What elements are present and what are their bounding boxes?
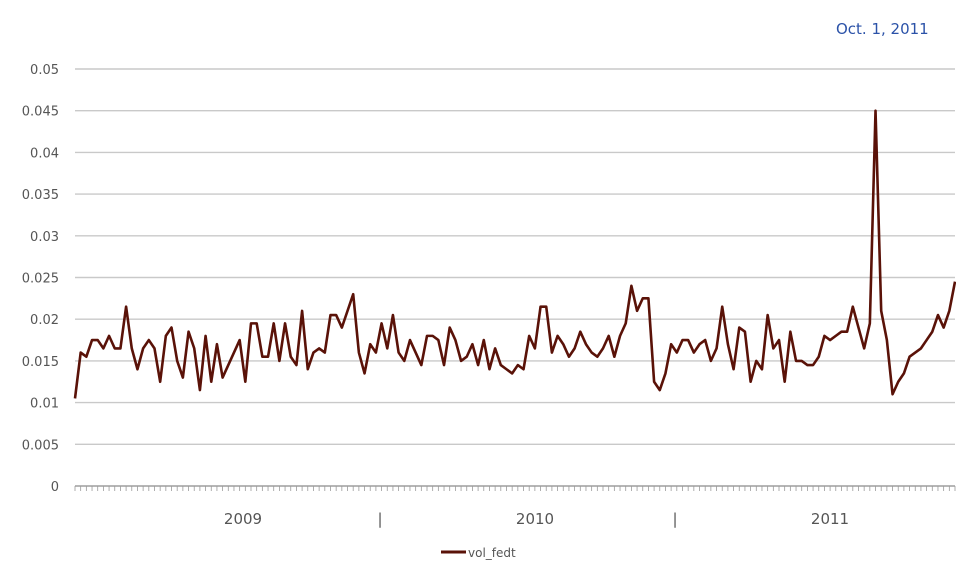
legend: vol_fedt bbox=[441, 546, 516, 560]
x-axis: 2009 2010 2011 | | bbox=[74, 485, 956, 528]
y-tick-label: 0.025 bbox=[22, 272, 59, 287]
annotation-layer: Oct. 1, 2011 bbox=[836, 20, 929, 38]
y-tick-label: 0.03 bbox=[30, 230, 59, 245]
y-tick-label: 0.035 bbox=[22, 188, 59, 203]
x-year-label: 2010 bbox=[516, 510, 554, 528]
y-tick-label: 0.045 bbox=[22, 105, 59, 120]
y-tick-label: 0.02 bbox=[30, 313, 59, 328]
series-line-vol_fedt bbox=[73, 109, 956, 399]
y-tick-label: 0.005 bbox=[22, 438, 59, 453]
annotation-label: Oct. 1, 2011 bbox=[836, 20, 929, 38]
y-tick-label: 0.01 bbox=[30, 397, 59, 412]
y-tick-label: 0.05 bbox=[30, 63, 59, 78]
x-year-separator: | bbox=[377, 510, 382, 528]
gridlines bbox=[75, 68, 955, 487]
x-year-label: 2011 bbox=[811, 510, 849, 528]
x-year-label: 2009 bbox=[224, 510, 262, 528]
series-layer bbox=[73, 109, 956, 399]
y-tick-label: 0.015 bbox=[22, 355, 59, 370]
y-tick-label: 0.04 bbox=[30, 146, 59, 161]
y-axis-ticks: 0 0.005 0.01 0.015 0.02 0.025 0.03 0.035 0.04 0.0… bbox=[22, 63, 59, 495]
y-tick-label: 0 bbox=[51, 480, 59, 495]
legend-label: vol_fedt bbox=[468, 546, 516, 560]
x-year-separator: | bbox=[672, 510, 677, 528]
